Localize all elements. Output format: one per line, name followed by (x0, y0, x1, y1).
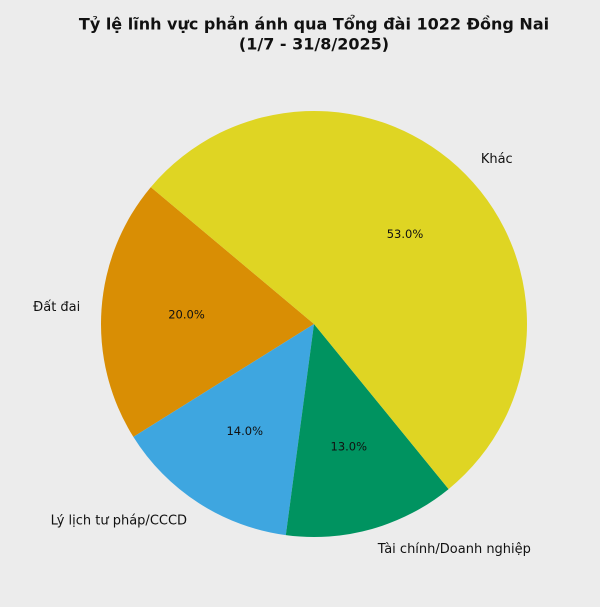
pie-slice (100, 187, 314, 437)
value-label: 14.0% (226, 424, 263, 438)
pie-slice (133, 324, 314, 536)
value-label: 13.0% (331, 439, 368, 453)
pie-slice (150, 111, 527, 490)
slice-label: Lý lịch tư pháp/CCCD (51, 513, 187, 528)
chart-title: Tỷ lệ lĩnh vực phản ánh qua Tổng đài 102… (79, 15, 549, 34)
slice-label: Đất đai (33, 300, 80, 315)
chart-subtitle: (1/7 - 31/8/2025) (239, 35, 389, 54)
value-label: 53.0% (387, 227, 424, 241)
slice-label: Tài chính/Doanh nghiệp (377, 542, 531, 557)
value-label: 20.0% (168, 308, 205, 322)
pie-slice (285, 324, 449, 537)
slice-label: Khác (481, 152, 513, 167)
